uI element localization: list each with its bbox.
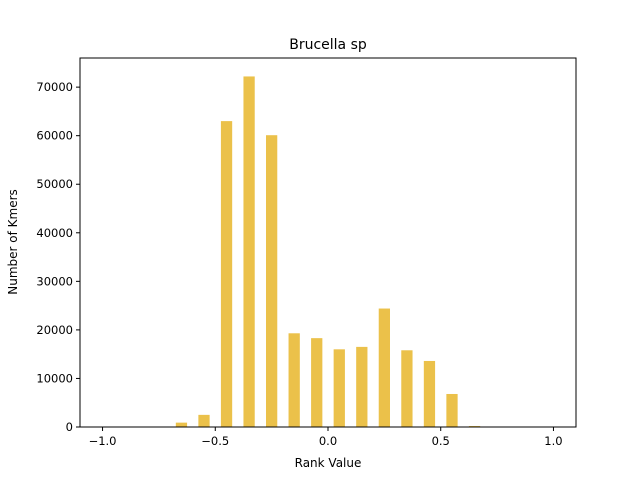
x-axis-ticks: −1.0 −0.5 0.0 0.5 1.0 <box>89 427 563 448</box>
chart-title: Brucella sp <box>289 37 367 53</box>
y-axis-ticks: 0 10000 20000 30000 40000 50000 60000 70000 <box>36 80 80 434</box>
bar <box>243 76 255 427</box>
bar <box>198 414 210 427</box>
y-tick-label: 30000 <box>36 274 73 288</box>
y-tick-label: 40000 <box>36 226 73 240</box>
x-tick-label: 0.5 <box>432 434 450 448</box>
y-tick-label: 20000 <box>36 323 73 337</box>
bar <box>311 338 323 427</box>
y-tick-label: 50000 <box>36 177 73 191</box>
x-tick-label: 1.0 <box>544 434 562 448</box>
bar <box>423 360 436 427</box>
bar <box>333 349 345 427</box>
bar <box>356 346 368 427</box>
y-tick-label: 60000 <box>36 129 73 143</box>
bar <box>175 422 188 427</box>
y-tick-label: 0 <box>66 420 73 434</box>
plot-frame <box>79 57 577 428</box>
x-axis-label: Rank Value <box>295 456 362 470</box>
bar <box>446 393 458 427</box>
x-tick-label: 0.0 <box>319 434 337 448</box>
bar <box>378 308 390 427</box>
y-tick-label: 10000 <box>36 371 73 385</box>
y-axis-label: Number of Kmers <box>6 189 20 295</box>
bar <box>266 135 278 428</box>
bar <box>220 121 233 428</box>
x-tick-label: −0.5 <box>201 434 229 448</box>
bar <box>401 350 413 427</box>
bars-group <box>175 76 481 428</box>
x-tick-label: −1.0 <box>89 434 117 448</box>
y-tick-label: 70000 <box>36 80 73 94</box>
bar <box>288 333 300 427</box>
